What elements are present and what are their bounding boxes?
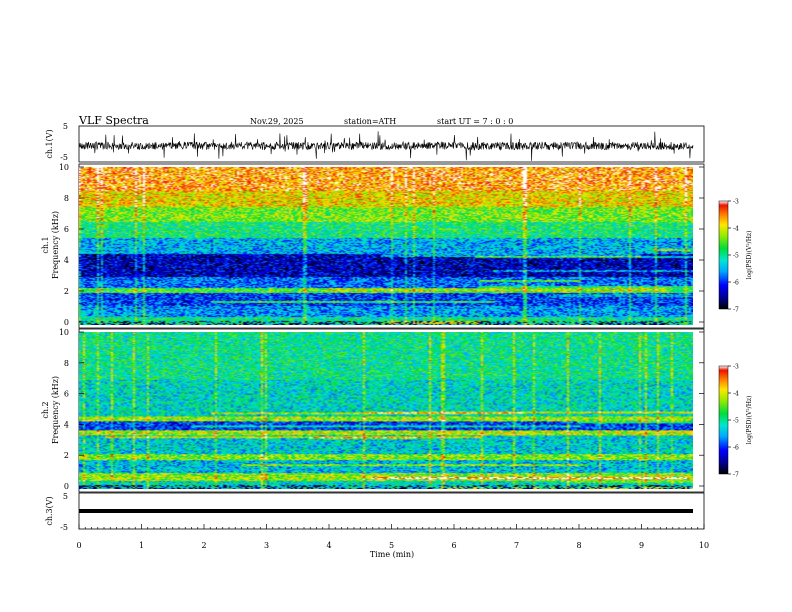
ch3-ytick-top: 5 [63,492,68,501]
time-axis-tick-label: 3 [264,541,269,550]
ch1-colorbar-tick-label: -4 [733,226,739,233]
ch1-spectrogram-image [79,167,693,325]
station-label: station=ATH [344,117,396,126]
ch1-colorbar-tick-label: -3 [733,199,739,206]
ch2-spectrogram-ytick-label: 8 [64,359,69,368]
ch1-colorbar-tick-label: -6 [733,280,739,287]
ch1-waveform-ylabel: ch.1(V) [45,129,54,158]
ch1-colorbar-tick-label: -5 [733,253,739,260]
ch1-waveform-panel: 5 -5 ch.1(V) [45,122,705,163]
ch3-ytick-bottom: -5 [60,523,68,532]
ch1-spectrogram-ytick-label: 4 [64,256,69,265]
ch3-waveform-trace [79,509,693,513]
time-axis-tick-label: 10 [699,541,709,550]
ch2-spectrogram-ylabel-line1: ch.2 [41,401,50,418]
time-axis-tick-label: 0 [76,541,81,550]
ch2-spectrogram-ytick-label: 4 [64,420,69,429]
ch1-colorbar-label: log(PSD)(V²/Hz) [746,231,753,280]
ch1-waveform-trace [78,131,694,161]
time-axis-tick-label: 5 [389,541,394,550]
time-axis-tick-label: 6 [451,541,456,550]
ch1-colorbar: -3 -4 -5 -6 -7 log(PSD)(V²/Hz) [718,199,753,314]
time-axis-tick-label: 8 [576,541,581,550]
ch1-spectrogram-yaxis: 0 2 4 6 8 10 [59,163,704,327]
time-axis-tick-label: 7 [514,541,519,550]
ch1-spectrogram-ylabel-line2: Frequency (kHz) [51,211,60,279]
ch2-spectrogram-panel: 0 2 4 6 8 10 ch.2 Frequency (kHz) [41,328,705,493]
ch2-colorbar-ticks: -3 -4 -5 -6 -7 [728,364,739,479]
date-label: Nov.29, 2025 [250,117,304,126]
ch1-ytick-bottom: -5 [60,153,68,162]
ch2-spectrogram-ytick-label: 0 [64,482,69,491]
ch1-spectrogram-ytick-label: 0 [64,318,69,327]
ch2-spectrogram-image [79,332,693,489]
time-axis-tick-label: 2 [201,541,206,550]
ch1-spectrogram-panel: 0 2 4 6 8 10 ch.1 Frequency (kHz) [41,163,705,329]
ch2-colorbar-tick-label: -7 [733,472,739,479]
ch1-colorbar-gradient [718,200,729,310]
ch1-colorbar-tick-label: -7 [733,307,739,314]
time-axis-tick-label: 1 [139,541,144,550]
time-axis: 0 1 2 3 4 5 6 7 8 9 10 [76,524,709,550]
ch1-spectrogram-ylabel-line1: ch.1 [41,236,50,253]
ch2-spectrogram-ytick-label: 10 [59,328,69,337]
ch1-spectrogram-ytick-label: 8 [64,194,69,203]
ch2-spectrogram-ytick-label: 6 [64,390,69,399]
figure-title: VLF Spectra [78,114,149,127]
ch1-colorbar-ticks: -3 -4 -5 -6 -7 [728,199,739,314]
ch1-spectrogram-ytick-label: 10 [59,163,69,172]
ch2-spectrogram-ylabel-line2: Frequency (kHz) [51,376,60,444]
ch2-colorbar-tick-label: -4 [733,391,739,398]
time-axis-tick-label: 4 [326,541,331,550]
ch2-colorbar-tick-label: -3 [733,364,739,371]
ch1-spectrogram-ytick-label: 2 [64,287,69,296]
ch2-colorbar-tick-label: -6 [733,445,739,452]
start-time-label: start UT = 7 : 0 : 0 [437,117,513,126]
ch2-spectrogram-ytick-label: 2 [64,451,69,460]
ch3-waveform-ylabel: ch.3(V) [45,496,54,525]
time-axis-tick-label: 9 [639,541,644,550]
ch2-colorbar: -3 -4 -5 -6 -7 log(PSD)(V²/Hz) [718,364,753,479]
ch2-colorbar-tick-label: -5 [733,418,739,425]
ch3-waveform-panel: 5 -5 ch.3(V) 0 1 2 3 4 5 6 7 8 9 10 Time (min) [45,492,709,559]
ch2-colorbar-label: log(PSD)(V²/Hz) [746,396,753,445]
ch2-colorbar-gradient [718,365,729,475]
ch2-spectrogram-yaxis: 0 2 4 6 8 10 [59,328,704,491]
ch1-ytick-top: 5 [63,122,68,131]
ch1-spectrogram-ytick-label: 6 [64,225,69,234]
time-axis-label: Time (min) [370,550,414,559]
